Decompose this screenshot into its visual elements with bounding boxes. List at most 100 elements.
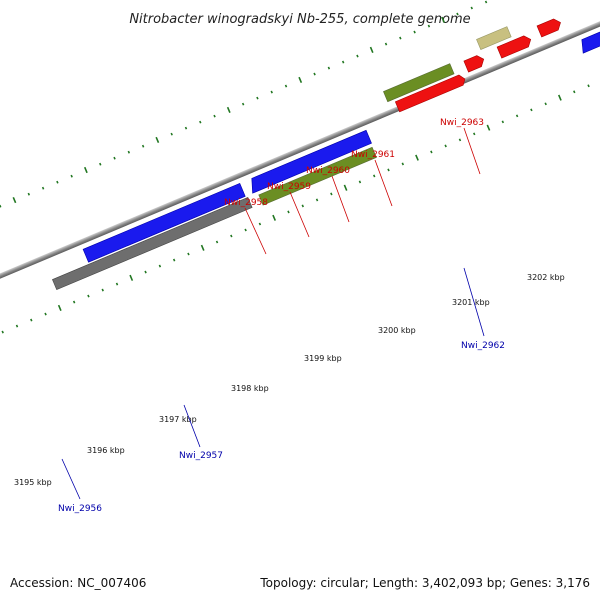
gene-label-nwi-2960[interactable]: Nwi_2960 — [306, 166, 350, 176]
major-tick — [343, 184, 348, 191]
minor-tick — [456, 12, 459, 16]
minor-tick — [530, 108, 533, 112]
minor-tick — [56, 180, 59, 184]
minor-tick — [172, 258, 176, 262]
major-tick — [57, 304, 62, 311]
minor-tick — [115, 282, 119, 286]
minor-tick — [473, 132, 476, 136]
minor-tick — [313, 72, 316, 76]
minor-tick — [141, 144, 145, 148]
minor-tick — [384, 42, 388, 46]
gene-nwi-2961-bar[interactable] — [536, 17, 563, 38]
minor-tick — [358, 180, 362, 184]
gene-label-nwi-2962[interactable]: Nwi_2962 — [461, 341, 505, 351]
major-tick — [557, 94, 562, 101]
gene-nwi-2958-bar[interactable] — [383, 63, 455, 103]
minor-tick — [284, 84, 288, 88]
gene-nwi-2956-bar[interactable] — [82, 183, 246, 263]
minor-tick — [327, 66, 331, 70]
minor-tick — [187, 252, 190, 256]
major-tick — [226, 106, 231, 114]
minor-tick — [356, 54, 359, 58]
minor-tick — [515, 114, 519, 118]
gene-gray-bar[interactable] — [52, 196, 253, 291]
minor-tick — [256, 96, 259, 100]
minor-tick — [170, 132, 173, 136]
minor-tick — [301, 204, 304, 208]
minor-tick — [430, 150, 433, 154]
minor-tick — [0, 204, 2, 208]
minor-tick — [341, 60, 345, 64]
minor-tick — [241, 102, 245, 106]
gene-label-nwi-2963[interactable]: Nwi_2963 — [440, 118, 484, 128]
tick-row-lower — [1, 84, 590, 334]
minor-tick — [1, 330, 4, 334]
minor-tick — [213, 114, 216, 118]
minor-tick — [158, 264, 162, 268]
major-tick — [441, 16, 446, 23]
minor-tick — [27, 192, 31, 196]
minor-tick — [87, 294, 90, 298]
kbp-label: 3200 kbp — [378, 326, 416, 335]
major-tick — [200, 244, 205, 251]
minor-tick — [113, 156, 116, 160]
minor-tick — [215, 240, 219, 244]
minor-tick — [330, 192, 333, 196]
gene-label-nwi-2958[interactable]: Nwi_2958 — [224, 198, 268, 208]
accession-text: Accession: NC_007406 — [10, 576, 146, 590]
topology-summary-text: Topology: circular; Length: 3,402,093 bp… — [259, 576, 590, 590]
minor-tick — [258, 222, 262, 226]
major-tick — [272, 214, 277, 221]
major-tick — [369, 46, 374, 53]
minor-tick — [470, 6, 473, 10]
minor-tick — [230, 234, 233, 238]
major-tick — [486, 124, 491, 131]
minor-tick — [15, 324, 19, 328]
kbp-label: 3202 kbp — [527, 273, 565, 282]
minor-tick — [44, 312, 47, 316]
minor-tick — [72, 300, 76, 304]
minor-tick — [427, 24, 431, 28]
minor-tick — [30, 318, 33, 322]
major-tick — [12, 196, 17, 204]
kbp-label: 3199 kbp — [304, 354, 342, 363]
kbp-label: 3195 kbp — [14, 478, 52, 487]
minor-tick — [315, 198, 319, 202]
gene-nwi-2960-bar[interactable] — [476, 26, 512, 50]
gene-label-nwi-2959[interactable]: Nwi_2959 — [267, 182, 311, 192]
minor-tick — [70, 174, 73, 178]
minor-tick — [444, 144, 447, 148]
minor-tick — [501, 120, 505, 124]
kbp-label: 3196 kbp — [87, 446, 125, 455]
kbp-label: 3197 kbp — [159, 415, 197, 424]
major-tick — [155, 136, 160, 144]
gene-label-nwi-2957[interactable]: Nwi_2957 — [179, 451, 223, 461]
gene-nwi-2957-bar[interactable] — [247, 129, 372, 194]
minor-tick — [127, 150, 131, 154]
minor-tick — [484, 0, 488, 4]
major-tick — [415, 154, 419, 161]
kbp-label: 3201 kbp — [452, 298, 490, 307]
minor-tick — [287, 210, 290, 214]
reverse-gene-labels: Nwi_2956 Nwi_2957 Nwi_2962 — [58, 267, 505, 514]
minor-tick — [270, 90, 273, 94]
minor-tick — [544, 102, 547, 106]
kbp-label: 3198 kbp — [231, 384, 269, 393]
gene-label-nwi-2961[interactable]: Nwi_2961 — [351, 150, 395, 160]
minor-tick — [401, 162, 404, 166]
minor-tick — [244, 228, 247, 232]
minor-tick — [413, 30, 416, 34]
minor-tick — [101, 288, 104, 292]
minor-tick — [199, 120, 202, 124]
minor-tick — [184, 126, 188, 130]
gene-nwi-2957-green-bar[interactable] — [258, 146, 377, 206]
gene-nwi-2959-bar[interactable] — [463, 54, 486, 73]
gene-nwi-2962-bar[interactable] — [578, 21, 600, 54]
minor-tick — [458, 138, 462, 142]
gene-nwi-2960-red-bar[interactable] — [496, 34, 533, 59]
gene-nwi-2958-red-bar[interactable] — [394, 73, 467, 113]
minor-tick — [99, 162, 102, 166]
gene-label-nwi-2956[interactable]: Nwi_2956 — [58, 504, 102, 514]
minor-tick — [399, 36, 402, 40]
